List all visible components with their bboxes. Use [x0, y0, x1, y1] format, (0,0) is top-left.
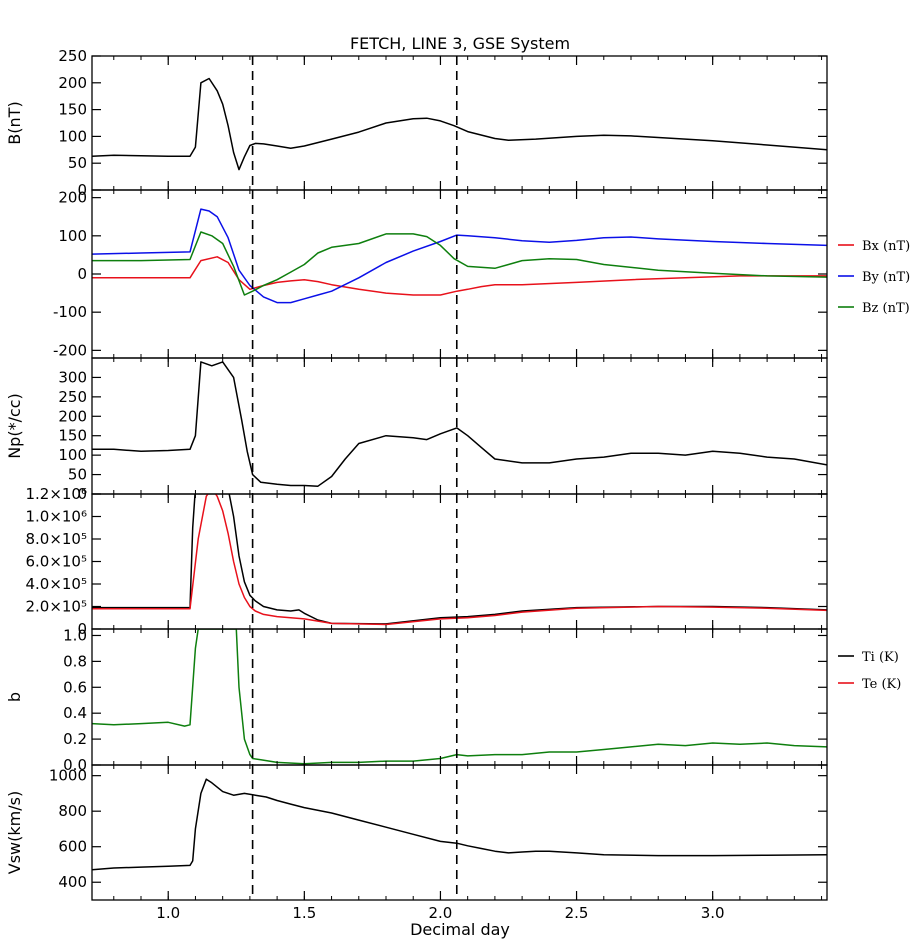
- y-tick-label: 0: [77, 265, 87, 283]
- series-line-bz: [92, 231, 827, 296]
- legend-label: By (nT): [862, 270, 910, 285]
- y-axis-label: B(nT): [5, 101, 24, 144]
- x-tick-label: 2.0: [429, 904, 453, 922]
- y-axis-label: Vsw(km/s): [5, 791, 24, 874]
- legend-label: Te (K): [862, 677, 901, 692]
- panel-frame: [91, 628, 828, 766]
- y-tick-label: 100: [58, 446, 87, 464]
- panel-4: 0.0 0.2 0.4 0.6 0.8 1.0 b: [5, 626, 828, 774]
- series-line-ti: [92, 494, 827, 625]
- y-tick-label: 0.0: [63, 756, 87, 774]
- panel-0: 0 50 100 150 200 250 B(nT): [5, 47, 828, 199]
- panel-frame: [91, 55, 828, 191]
- y-tick-label: 0.8: [63, 652, 87, 670]
- chart-title: FETCH, LINE 3, GSE System: [350, 34, 570, 53]
- y-tick-label: 0: [77, 620, 87, 638]
- y-tick-label: 1.0: [63, 626, 87, 644]
- y-tick-label: 4.0×10⁵: [25, 575, 87, 593]
- series-line-bx: [92, 256, 827, 296]
- series-line-by: [92, 208, 827, 304]
- series-line-p2-0: [92, 361, 827, 487]
- panel-frame: [91, 357, 828, 495]
- y-tick-label: -100: [53, 303, 87, 321]
- x-tick-label: 1.5: [292, 904, 316, 922]
- y-axis-label: Np(*/cc): [5, 393, 24, 459]
- panel-3: 0 2.0×10⁵ 4.0×10⁵ 6.0×10⁵ 8.0×10⁵ 1.0×10⁶ 1.2×…: [25, 485, 901, 692]
- y-tick-label: 150: [58, 427, 87, 445]
- x-tick-label: 3.0: [701, 904, 725, 922]
- y-tick-label: 200: [58, 74, 87, 92]
- y-tick-label: 400: [58, 873, 87, 891]
- y-tick-label: 200: [58, 189, 87, 207]
- y-tick-label: 0.6: [63, 678, 87, 696]
- y-tick-label: 50: [68, 466, 87, 484]
- panel-5: 400 600 800 1000 1.0 1.5 2.0 2.5 3.0 Vsw(km/s): [5, 764, 828, 922]
- series-line-p5-0: [92, 778, 827, 871]
- series-line-p4-0: [92, 629, 827, 765]
- y-axis-label: b: [5, 692, 24, 702]
- y-tick-label: 50: [68, 154, 87, 172]
- y-tick-label: 600: [58, 838, 87, 856]
- y-tick-label: 0: [77, 181, 87, 199]
- panel-1: -200 -100 0 100 200 Bx (nT) By (nT) Bz (nT): [53, 189, 910, 360]
- y-tick-label: 150: [58, 101, 87, 119]
- y-tick-label: 0.4: [63, 704, 87, 722]
- y-tick-label: 100: [58, 127, 87, 145]
- y-tick-label: 1.2×10⁶: [25, 485, 87, 503]
- y-tick-label: 2.0×10⁵: [25, 598, 87, 616]
- series-line-te: [92, 494, 827, 626]
- y-tick-label: 250: [58, 388, 87, 406]
- legend-label: Ti (K): [862, 650, 899, 665]
- y-tick-label: 1.0×10⁶: [25, 508, 87, 526]
- legend-label: Bz (nT): [862, 301, 910, 316]
- y-tick-label: 6.0×10⁵: [25, 553, 87, 571]
- series-line-p0-0: [92, 77, 827, 171]
- y-tick-label: 0.2: [63, 730, 87, 748]
- panel-frame: [91, 764, 828, 901]
- y-tick-label: -200: [53, 341, 87, 359]
- y-tick-label: 0: [77, 485, 87, 503]
- y-tick-label: 300: [58, 368, 87, 386]
- x-axis-label: Decimal day: [410, 920, 510, 939]
- x-tick-label: 2.5: [565, 904, 589, 922]
- y-tick-label: 1000: [49, 767, 87, 785]
- legend-label: Bx (nT): [862, 239, 910, 254]
- x-tick-label: 1.0: [156, 904, 180, 922]
- y-tick-label: 8.0×10⁵: [25, 530, 87, 548]
- y-tick-label: 100: [58, 227, 87, 245]
- y-tick-label: 200: [58, 407, 87, 425]
- y-tick-label: 250: [58, 47, 87, 65]
- y-tick-label: 800: [58, 802, 87, 820]
